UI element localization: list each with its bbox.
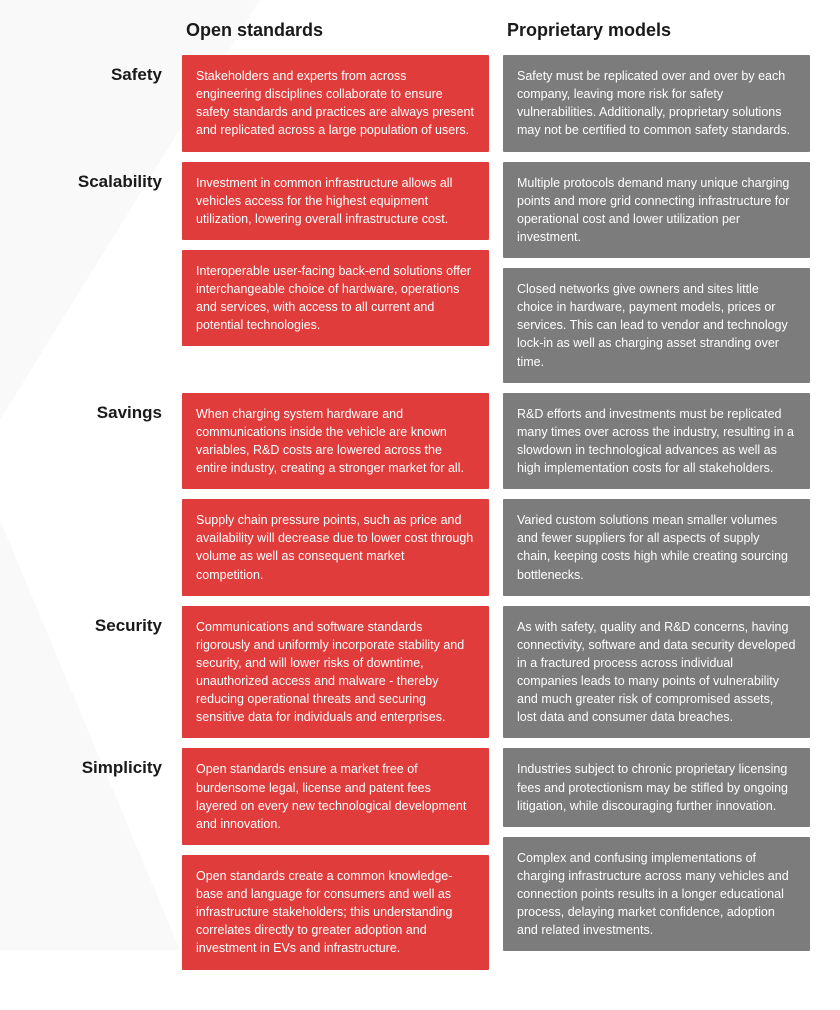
proprietary-cell: Complex and confusing implementations of…	[503, 837, 810, 952]
row-label: Security	[28, 606, 168, 636]
row-label: Savings	[28, 393, 168, 423]
open-standards-column: Communications and software standards ri…	[182, 606, 489, 739]
open-cell: When charging system hardware and commun…	[182, 393, 489, 490]
proprietary-cell: Closed networks give owners and sites li…	[503, 268, 810, 383]
open-cell: Stakeholders and experts from across eng…	[182, 55, 489, 152]
section-safety: Safety Stakeholders and experts from acro…	[20, 55, 810, 152]
open-cell: Communications and software standards ri…	[182, 606, 489, 739]
open-standards-column: Stakeholders and experts from across eng…	[182, 55, 489, 152]
section-scalability: Scalability Investment in common infrastr…	[20, 162, 810, 383]
column-headers: Open standards Proprietary models	[20, 20, 810, 41]
proprietary-models-column: Industries subject to chronic proprietar…	[503, 748, 810, 951]
proprietary-models-column: As with safety, quality and R&D concerns…	[503, 606, 810, 739]
open-cell: Open standards ensure a market free of b…	[182, 748, 489, 845]
comparison-table: Safety Stakeholders and experts from acro…	[20, 55, 810, 970]
proprietary-cell: Varied custom solutions mean smaller vol…	[503, 499, 810, 596]
open-standards-column: When charging system hardware and commun…	[182, 393, 489, 596]
header-proprietary-models: Proprietary models	[503, 20, 810, 41]
row-label: Simplicity	[28, 748, 168, 778]
open-standards-column: Open standards ensure a market free of b…	[182, 748, 489, 969]
proprietary-cell: Industries subject to chronic proprietar…	[503, 748, 810, 826]
proprietary-models-column: Multiple protocols demand many unique ch…	[503, 162, 810, 383]
header-open-standards: Open standards	[182, 20, 489, 41]
row-label: Safety	[28, 55, 168, 85]
row-label: Scalability	[28, 162, 168, 192]
open-cell: Interoperable user-facing back-end solut…	[182, 250, 489, 347]
proprietary-models-column: R&D efforts and investments must be repl…	[503, 393, 810, 596]
open-cell: Supply chain pressure points, such as pr…	[182, 499, 489, 596]
section-savings: Savings When charging system hardware and…	[20, 393, 810, 596]
proprietary-cell: As with safety, quality and R&D concerns…	[503, 606, 810, 739]
open-cell: Investment in common infrastructure allo…	[182, 162, 489, 240]
proprietary-cell: R&D efforts and investments must be repl…	[503, 393, 810, 490]
section-simplicity: Simplicity Open standards ensure a market…	[20, 748, 810, 969]
section-security: Security Communications and software stan…	[20, 606, 810, 739]
open-standards-column: Investment in common infrastructure allo…	[182, 162, 489, 347]
proprietary-models-column: Safety must be replicated over and over …	[503, 55, 810, 152]
proprietary-cell: Safety must be replicated over and over …	[503, 55, 810, 152]
open-cell: Open standards create a common knowledge…	[182, 855, 489, 970]
proprietary-cell: Multiple protocols demand many unique ch…	[503, 162, 810, 259]
